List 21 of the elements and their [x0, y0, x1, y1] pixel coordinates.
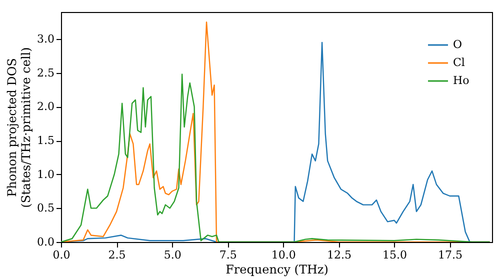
y-axis-title: Phonon projected DOS (States/THz·primitive cell): [5, 47, 34, 208]
y-tick-label: 2.5: [37, 66, 54, 80]
legend-label: Ho: [453, 74, 470, 87]
x-tick-label: 15.0: [382, 248, 407, 262]
x-tick-label: 7.5: [219, 248, 237, 262]
y-tick-label: 0.5: [37, 202, 54, 215]
y-tick-label: 1.0: [37, 168, 54, 181]
x-tick-label: 17.5: [438, 248, 463, 262]
legend-label: O: [453, 38, 462, 51]
line-series: [61, 74, 490, 242]
x-tick-label: 12.5: [326, 248, 352, 262]
x-tick-label: 10.0: [271, 248, 296, 262]
legend-label: Cl: [453, 56, 466, 69]
x-axis-title: Frequency (THz): [226, 262, 328, 276]
y-tick-label: 3.0: [37, 32, 54, 46]
y-tick-label: 2.0: [37, 100, 54, 114]
x-tick-label: 5.0: [164, 248, 182, 262]
y-tick-label: 1.5: [37, 134, 54, 148]
y-tick-label: 0.0: [37, 236, 54, 248]
x-tick-label: 0.0: [52, 248, 70, 262]
x-tick-label: 2.5: [108, 248, 126, 262]
